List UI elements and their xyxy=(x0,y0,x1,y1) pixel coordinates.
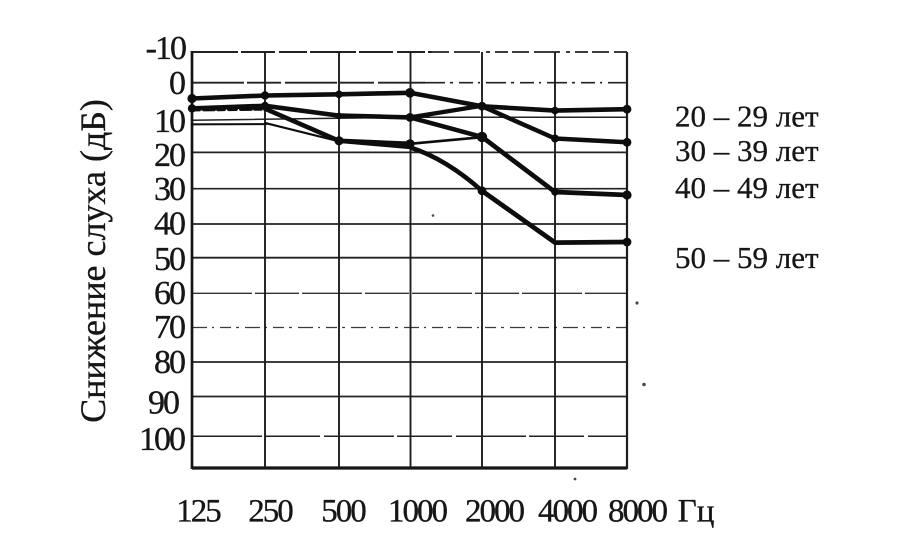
svg-text:50 – 59 лет: 50 – 59 лет xyxy=(675,240,819,275)
svg-text:70: 70 xyxy=(154,309,185,346)
svg-text:Снижение слуха (дБ): Снижение слуха (дБ) xyxy=(73,99,113,423)
svg-text:4000: 4000 xyxy=(538,494,598,530)
svg-text:1000: 1000 xyxy=(388,494,448,530)
svg-text:40 – 49 лет: 40 – 49 лет xyxy=(675,170,819,205)
svg-text:8000: 8000 xyxy=(608,494,668,530)
svg-text:0: 0 xyxy=(169,65,185,102)
svg-text:Гц: Гц xyxy=(678,494,715,530)
svg-text:20 – 29 лет: 20 – 29 лет xyxy=(675,99,819,134)
svg-text:40: 40 xyxy=(154,206,185,243)
svg-text:30 – 39 лет: 30 – 39 лет xyxy=(675,133,819,168)
svg-text:10: 10 xyxy=(154,103,185,140)
svg-text:50: 50 xyxy=(154,241,185,278)
svg-text:-10: -10 xyxy=(146,30,186,67)
svg-text:80: 80 xyxy=(154,344,185,381)
svg-text:100: 100 xyxy=(139,421,185,458)
svg-text:125: 125 xyxy=(176,494,221,530)
svg-text:90: 90 xyxy=(148,385,179,422)
svg-text:30: 30 xyxy=(154,171,185,208)
svg-text:60: 60 xyxy=(154,275,185,312)
svg-text:2000: 2000 xyxy=(465,494,525,530)
svg-text:250: 250 xyxy=(248,494,293,530)
svg-text:500: 500 xyxy=(321,494,366,530)
svg-text:20: 20 xyxy=(154,137,185,174)
